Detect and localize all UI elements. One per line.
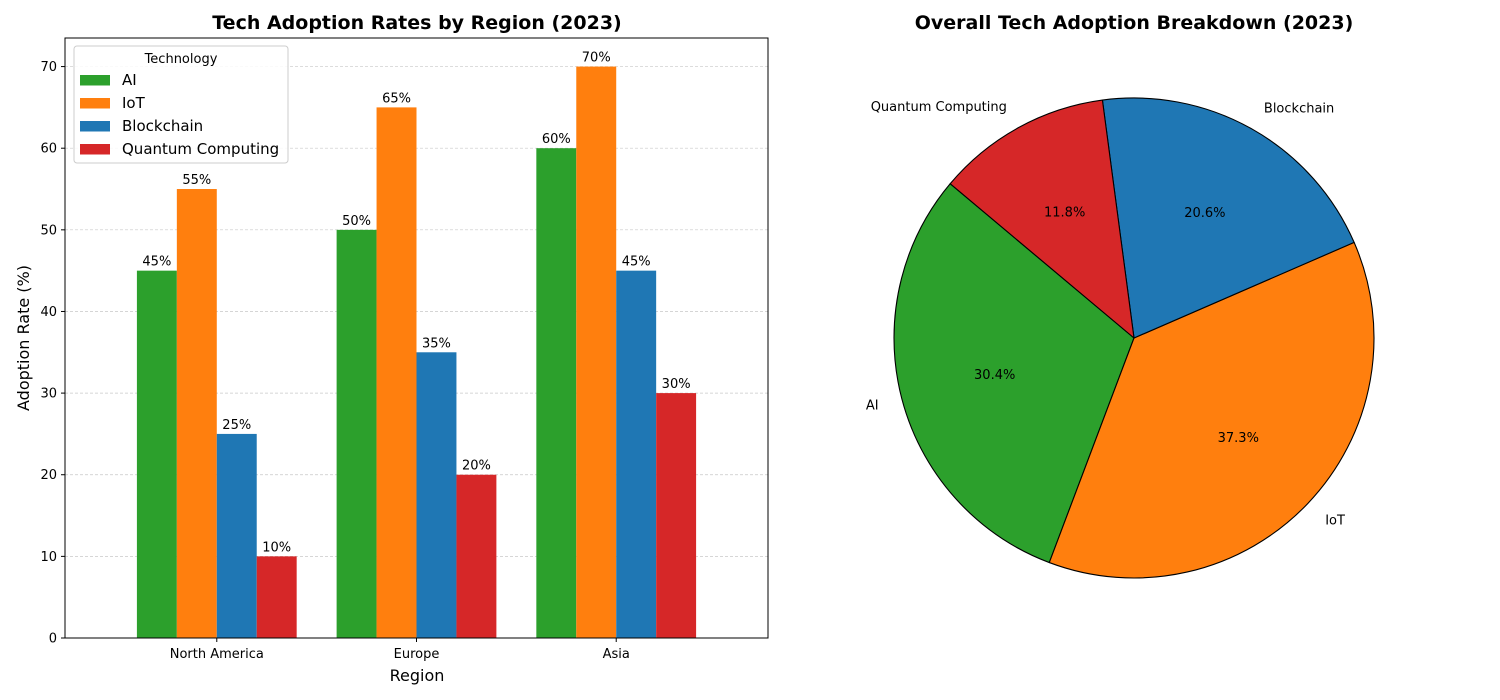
y-tick-label: 70 xyxy=(40,60,57,75)
bar-legend: Technology AI IoT Blockchain Quantum Comput… xyxy=(73,45,289,164)
bar-x-axis-label: Region xyxy=(390,666,445,685)
bar-blockchain-north-america xyxy=(216,433,257,638)
pie-slice-quantum-computing xyxy=(949,99,1135,339)
data-label-ai-europe: 50% xyxy=(342,214,371,229)
y-tick-label: 0 xyxy=(49,632,57,647)
bar-x-ticks: North America Europe Asia xyxy=(170,638,630,662)
legend-title: Technology xyxy=(144,52,218,67)
bar-quantum-computing-europe xyxy=(456,474,497,638)
legend-label-iot: IoT xyxy=(122,94,146,112)
pie-chart: Overall Tech Adoption Breakdown (2023) 3… xyxy=(866,12,1375,579)
bar-ai-north-america xyxy=(136,270,177,638)
bar-quantum-computing-north-america xyxy=(256,556,297,638)
bar-blockchain-europe xyxy=(416,352,457,638)
bar-chart-title: Tech Adoption Rates by Region (2023) xyxy=(212,12,622,34)
bar-marks xyxy=(136,66,697,639)
pie-chart-title: Overall Tech Adoption Breakdown (2023) xyxy=(915,12,1354,34)
data-label-quantum-computing-asia: 30% xyxy=(662,377,691,392)
bar-ai-europe xyxy=(336,229,377,638)
pie-label-iot: IoT xyxy=(1325,514,1345,529)
legend-frame xyxy=(73,45,289,164)
pie-pct-ai: 30.4% xyxy=(974,368,1015,383)
pie-slice-blockchain xyxy=(1101,97,1355,339)
legend-swatch-quantum-computing xyxy=(80,144,110,155)
y-tick-label: 40 xyxy=(40,305,57,320)
data-label-iot-europe: 65% xyxy=(382,91,411,106)
data-label-quantum-computing-north-america: 10% xyxy=(262,540,291,555)
pie-slices xyxy=(893,97,1375,579)
bar-chart: Tech Adoption Rates by Region (2023) 45%… xyxy=(14,12,769,685)
y-tick-label: 50 xyxy=(40,223,57,238)
data-label-blockchain-north-america: 25% xyxy=(222,418,251,433)
bar-iot-north-america xyxy=(176,189,217,639)
x-tick-label-europe: Europe xyxy=(394,647,440,662)
pie-slice-ai xyxy=(893,183,1135,564)
data-label-blockchain-asia: 45% xyxy=(622,255,651,270)
bar-iot-asia xyxy=(576,66,617,639)
legend-swatch-blockchain xyxy=(80,121,110,132)
bar-y-ticks: 0 10 20 30 40 50 60 70 xyxy=(40,60,65,647)
x-tick-label-north-america: North America xyxy=(170,647,264,662)
data-label-blockchain-europe: 35% xyxy=(422,336,451,351)
y-tick-label: 60 xyxy=(40,142,57,157)
legend-swatch-iot xyxy=(80,98,110,109)
y-tick-label: 20 xyxy=(40,468,57,483)
data-label-ai-asia: 60% xyxy=(542,132,571,147)
pie-label-ai: AI xyxy=(866,398,879,413)
pie-labels: 30.4% AI 37.3% IoT 20.6% Blockchain 11.8% Quant… xyxy=(866,100,1345,528)
bar-y-axis-label: Adoption Rate (%) xyxy=(14,265,33,411)
pie-label-quantum-computing: Quantum Computing xyxy=(871,100,1007,115)
pie-pct-blockchain: 20.6% xyxy=(1184,206,1225,221)
y-tick-label: 10 xyxy=(40,550,57,565)
y-tick-label: 30 xyxy=(40,387,57,402)
data-label-quantum-computing-europe: 20% xyxy=(462,459,491,474)
bar-blockchain-asia xyxy=(616,270,657,638)
data-label-iot-north-america: 55% xyxy=(182,173,211,188)
pie-slice-iot xyxy=(1048,241,1375,579)
data-label-ai-north-america: 45% xyxy=(142,255,171,270)
bar-ai-asia xyxy=(536,148,577,638)
legend-swatch-ai xyxy=(80,75,110,86)
pie-label-blockchain: Blockchain xyxy=(1264,102,1334,117)
pie-pct-iot: 37.3% xyxy=(1218,431,1259,446)
bar-iot-europe xyxy=(376,107,417,638)
legend-label-quantum-computing: Quantum Computing xyxy=(122,140,279,158)
bar-quantum-computing-asia xyxy=(656,393,697,638)
legend-label-blockchain: Blockchain xyxy=(122,117,203,135)
data-label-iot-asia: 70% xyxy=(582,51,611,66)
legend-label-ai: AI xyxy=(122,71,137,89)
bar-data-labels: 45% 50% 60% 55% 65% 70% 25% 35% 45% 10% 20% 30% xyxy=(142,51,690,556)
pie-pct-quantum-computing: 11.8% xyxy=(1044,205,1085,220)
x-tick-label-asia: Asia xyxy=(603,647,630,662)
